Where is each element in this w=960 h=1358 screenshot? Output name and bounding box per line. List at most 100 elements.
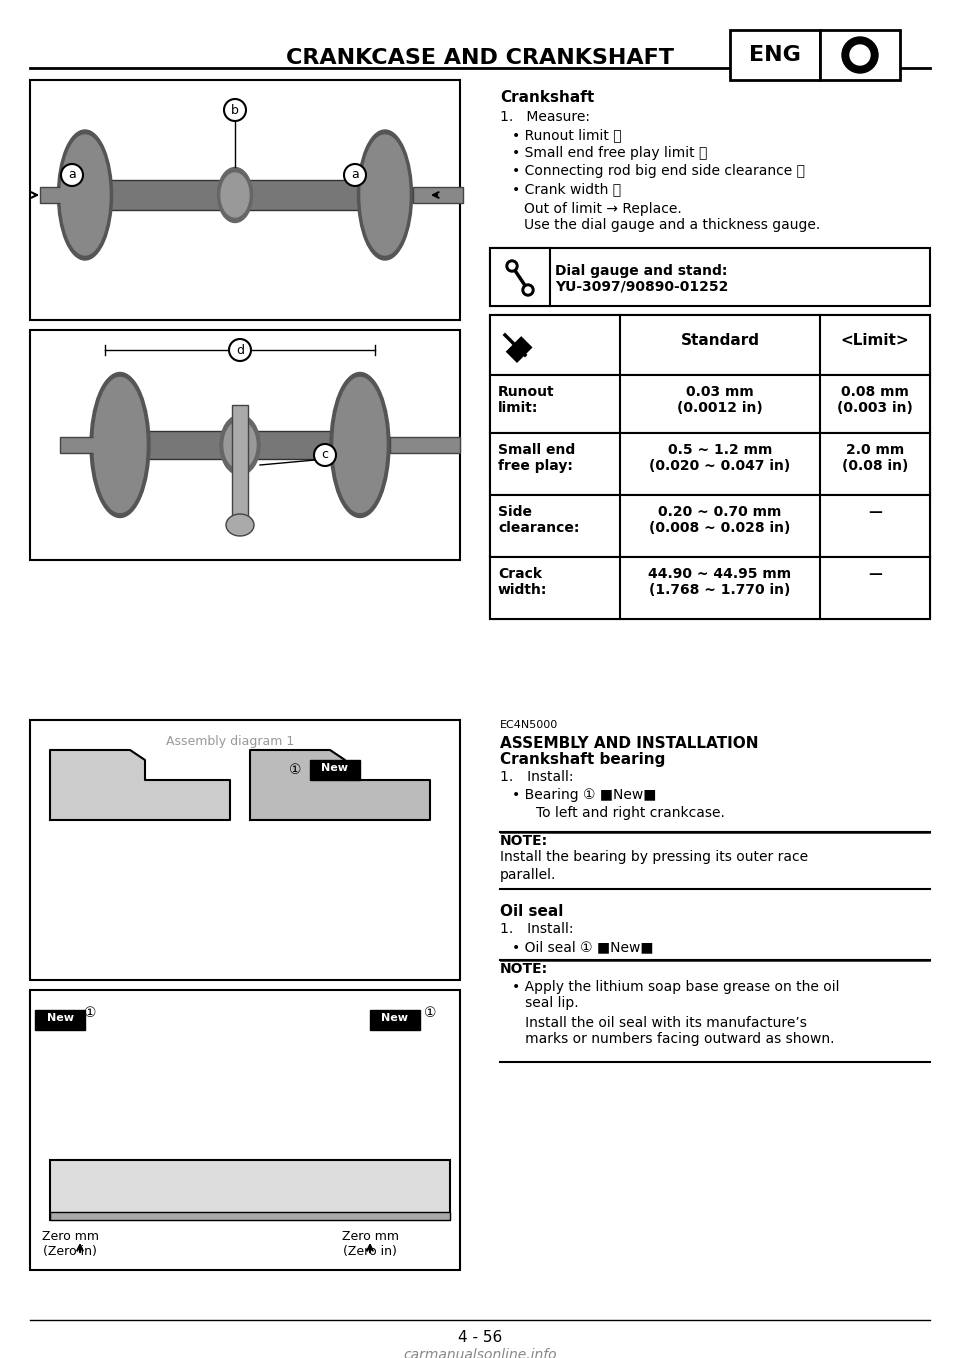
Text: ①: ① — [423, 1006, 436, 1020]
Text: —: — — [868, 568, 882, 581]
Polygon shape — [250, 750, 430, 820]
Ellipse shape — [218, 167, 252, 223]
Bar — [490, 315, 930, 375]
Text: 1. Install:: 1. Install: — [500, 922, 573, 936]
Bar — [40, 187, 85, 202]
Text: Assembly diagram 1: Assembly diagram 1 — [166, 735, 294, 748]
Text: Zero mm
(Zero in): Zero mm (Zero in) — [41, 1230, 99, 1258]
Text: New: New — [322, 763, 348, 773]
Text: Runout
limit:: Runout limit: — [498, 386, 555, 416]
Text: Standard: Standard — [681, 333, 759, 348]
Ellipse shape — [220, 416, 260, 475]
Bar — [232, 405, 248, 526]
Text: 1.   Measure:: 1. Measure: — [500, 110, 590, 124]
Bar — [310, 760, 360, 779]
Text: YU-3097/90890-01252: YU-3097/90890-01252 — [555, 280, 729, 293]
Text: carmanualsonline.info: carmanualsonline.info — [403, 1348, 557, 1358]
Text: Small end
free play:: Small end free play: — [498, 443, 575, 473]
Text: • Crank width ⓓ: • Crank width ⓓ — [512, 182, 621, 196]
Text: NOTE:: NOTE: — [500, 961, 548, 976]
Text: Install the bearing by pressing its outer race: Install the bearing by pressing its oute… — [500, 850, 808, 864]
Text: 2.0 mm
(0.08 in): 2.0 mm (0.08 in) — [842, 443, 908, 473]
Circle shape — [525, 287, 531, 293]
Circle shape — [509, 263, 515, 269]
Bar — [413, 187, 463, 202]
Text: • Apply the lithium soap base grease on the oil: • Apply the lithium soap base grease on … — [512, 980, 839, 994]
Bar — [35, 1010, 85, 1029]
Bar — [820, 30, 900, 80]
Text: Crack
width:: Crack width: — [498, 568, 547, 598]
Text: ASSEMBLY AND INSTALLATION: ASSEMBLY AND INSTALLATION — [500, 736, 758, 751]
Bar — [50, 1211, 450, 1219]
Text: • Small end free play limit ⓑ: • Small end free play limit ⓑ — [512, 147, 708, 160]
Ellipse shape — [221, 172, 249, 217]
Text: • Runout limit ⓐ: • Runout limit ⓐ — [512, 128, 622, 143]
Bar — [30, 720, 460, 980]
Text: marks or numbers facing outward as shown.: marks or numbers facing outward as shown… — [512, 1032, 834, 1046]
Bar — [506, 337, 533, 363]
Bar — [390, 437, 460, 454]
Text: New: New — [46, 1013, 74, 1023]
Text: Crankshaft: Crankshaft — [500, 90, 594, 105]
Ellipse shape — [361, 134, 409, 255]
Circle shape — [224, 99, 246, 121]
Bar — [60, 437, 120, 454]
Text: Dial gauge and stand:: Dial gauge and stand: — [555, 263, 728, 278]
Bar — [730, 30, 820, 80]
Text: CRANKCASE AND CRANKSHAFT: CRANKCASE AND CRANKSHAFT — [286, 48, 674, 68]
Text: —: — — [868, 505, 882, 519]
Ellipse shape — [330, 372, 390, 517]
Text: New: New — [381, 1013, 409, 1023]
Text: 0.20 ~ 0.70 mm
(0.008 ~ 0.028 in): 0.20 ~ 0.70 mm (0.008 ~ 0.028 in) — [649, 505, 791, 535]
Bar — [490, 249, 930, 306]
Bar — [490, 496, 930, 557]
Text: b: b — [231, 103, 239, 117]
Ellipse shape — [226, 513, 254, 536]
Text: seal lip.: seal lip. — [512, 995, 579, 1010]
Bar — [490, 375, 930, 433]
Ellipse shape — [90, 372, 150, 517]
Text: NOTE:: NOTE: — [500, 834, 548, 847]
Text: ENG: ENG — [749, 45, 801, 65]
Bar — [120, 430, 360, 459]
Text: Use the dial gauge and a thickness gauge.: Use the dial gauge and a thickness gauge… — [524, 219, 820, 232]
Text: parallel.: parallel. — [500, 868, 557, 881]
Text: a: a — [68, 168, 76, 182]
Circle shape — [229, 340, 251, 361]
Circle shape — [850, 45, 870, 65]
Circle shape — [61, 164, 83, 186]
Text: Oil seal: Oil seal — [500, 904, 564, 919]
Polygon shape — [50, 750, 230, 820]
Text: <Limit>: <Limit> — [841, 333, 909, 348]
Bar — [490, 315, 930, 619]
Ellipse shape — [334, 378, 386, 512]
Text: d: d — [236, 344, 244, 357]
Bar — [85, 181, 385, 210]
Ellipse shape — [94, 378, 146, 512]
Text: ①: ① — [84, 1006, 96, 1020]
Text: a: a — [351, 168, 359, 182]
Text: 4 - 56: 4 - 56 — [458, 1329, 502, 1344]
Text: Install the oil seal with its manufacture’s: Install the oil seal with its manufactur… — [512, 1016, 806, 1029]
Text: Side
clearance:: Side clearance: — [498, 505, 580, 535]
Text: 0.03 mm
(0.0012 in): 0.03 mm (0.0012 in) — [677, 386, 763, 416]
Bar — [490, 249, 550, 306]
Text: To left and right crankcase.: To left and right crankcase. — [536, 807, 725, 820]
Bar — [30, 330, 460, 559]
Text: Crankshaft bearing: Crankshaft bearing — [500, 752, 665, 767]
Bar — [490, 433, 930, 496]
Ellipse shape — [58, 130, 112, 259]
Circle shape — [344, 164, 366, 186]
Bar — [490, 557, 930, 619]
Circle shape — [522, 284, 534, 296]
Bar — [50, 1160, 450, 1219]
Bar — [30, 990, 460, 1270]
Text: 44.90 ~ 44.95 mm
(1.768 ~ 1.770 in): 44.90 ~ 44.95 mm (1.768 ~ 1.770 in) — [648, 568, 792, 598]
Circle shape — [506, 259, 518, 272]
Text: 1. Install:: 1. Install: — [500, 770, 573, 784]
Text: • Bearing ① ■New■: • Bearing ① ■New■ — [512, 788, 657, 803]
Ellipse shape — [357, 130, 413, 259]
Text: Zero mm
(Zero in): Zero mm (Zero in) — [342, 1230, 398, 1258]
Text: 0.5 ~ 1.2 mm
(0.020 ~ 0.047 in): 0.5 ~ 1.2 mm (0.020 ~ 0.047 in) — [649, 443, 791, 473]
Text: • Connecting rod big end side clearance ⓒ: • Connecting rod big end side clearance … — [512, 164, 805, 178]
